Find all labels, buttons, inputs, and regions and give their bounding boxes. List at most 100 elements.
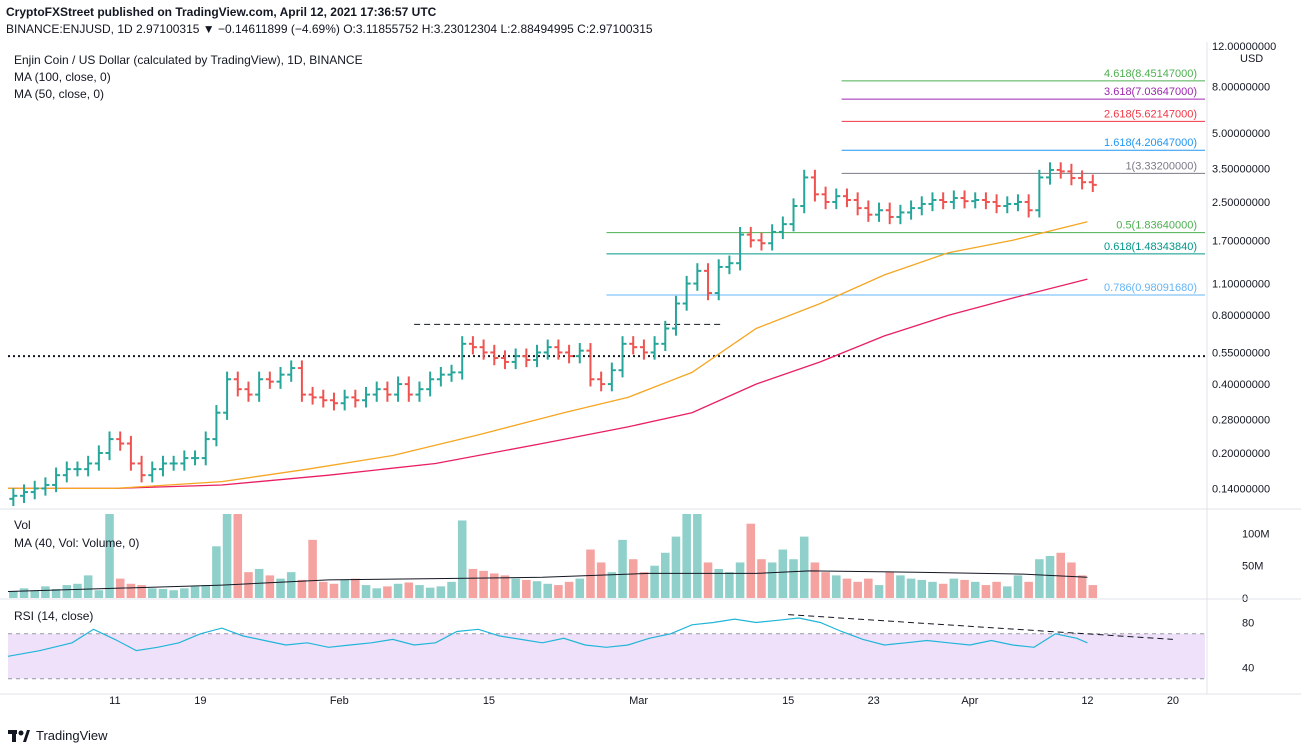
- ohlc-bar: [693, 263, 702, 291]
- volume-bar: [479, 570, 488, 598]
- volume-bar: [286, 572, 296, 598]
- volume-bar: [864, 578, 873, 598]
- ohlc-bar: [20, 484, 29, 504]
- volume-bar: [383, 586, 392, 598]
- ohlc-bar: [319, 389, 328, 408]
- price-tick-label: 5.00000000: [1212, 128, 1270, 140]
- volume-bar: [650, 565, 659, 598]
- vol-legend[interactable]: Vol: [14, 518, 31, 532]
- ohlc-bar: [671, 295, 680, 336]
- ohlc-bar: [1035, 169, 1044, 218]
- ma100-legend[interactable]: MA (100, close, 0): [14, 70, 111, 84]
- rsi-tick-label: 40: [1242, 663, 1254, 675]
- volume-bar: [308, 539, 317, 598]
- tradingview-icon: [8, 729, 30, 742]
- ohlc-bar: [351, 389, 360, 408]
- time-tick-label: 20: [1167, 695, 1179, 707]
- time-tick-label: Feb: [330, 695, 349, 707]
- volume-bar: [607, 572, 617, 598]
- time-tick-label: Apr: [961, 695, 978, 707]
- price-bars: [9, 162, 1097, 507]
- ohlc-bar: [928, 192, 937, 212]
- ohlc-bar: [597, 371, 606, 392]
- ma50-legend[interactable]: MA (50, close, 0): [14, 87, 105, 101]
- volume-bar: [543, 583, 552, 598]
- volume-bar: [222, 514, 232, 598]
- ohlc-bar: [960, 190, 969, 209]
- time-tick-label: Mar: [629, 695, 648, 707]
- volume-bar: [778, 549, 788, 598]
- volume-bar: [212, 546, 221, 598]
- ohlc-bar: [917, 196, 926, 216]
- volume-bar: [468, 568, 478, 598]
- ohlc-bar: [255, 371, 264, 402]
- volume-bar: [1056, 552, 1065, 598]
- ohlc-bar: [757, 232, 766, 251]
- time-tick-label: 19: [194, 695, 206, 707]
- volume-bar: [661, 552, 670, 598]
- volume-bar: [885, 572, 894, 598]
- volume-bar: [415, 585, 424, 598]
- ohlc-bar: [394, 376, 403, 402]
- ohlc-bar: [137, 455, 146, 483]
- ohlc-bar: [223, 371, 232, 420]
- volume-bar: [1003, 586, 1012, 598]
- ohlc-bar: [832, 188, 841, 210]
- volume-bars: [7, 514, 1098, 598]
- volume-bar: [436, 586, 446, 598]
- vol-ma-legend[interactable]: MA (40, Vol: Volume, 0): [14, 536, 140, 550]
- volume-bar: [874, 585, 884, 598]
- volume-bar: [789, 559, 798, 598]
- time-axis[interactable]: 11 19 Feb 15 Mar 15 23 Apr 12 20: [109, 695, 1179, 707]
- ohlc-bar: [800, 169, 809, 214]
- ohlc-bar: [297, 360, 306, 402]
- ohlc-bar: [362, 386, 371, 408]
- volume-bar: [244, 572, 253, 598]
- volume-bar: [693, 514, 702, 598]
- volume-bar: [853, 581, 862, 598]
- rsi-line: [7, 617, 1088, 657]
- ohlc-bar: [308, 386, 317, 405]
- pane-separators: [0, 42, 1301, 695]
- price-tick-label: 0.28000000: [1212, 415, 1270, 427]
- volume-bar: [671, 536, 681, 598]
- price-tick-label: 12.00000000: [1212, 41, 1276, 53]
- ohlc-bar: [725, 255, 734, 275]
- ohlc-bar: [426, 371, 435, 397]
- ohlc-bar: [383, 381, 392, 402]
- tradingview-logo[interactable]: TradingView: [8, 728, 108, 743]
- ohlc-bar: [233, 371, 242, 397]
- price-tick-label: 8.00000000: [1212, 81, 1270, 93]
- volume-bar: [960, 579, 969, 598]
- volume-bar: [628, 559, 638, 598]
- ohlc-bar: [554, 339, 563, 360]
- ohlc-bar: [522, 348, 531, 368]
- volume-bar: [393, 583, 403, 598]
- fib-label: 0.786(0.98091680): [1104, 282, 1197, 294]
- rsi-legend[interactable]: RSI (14, close): [14, 609, 94, 623]
- volume-bar: [522, 579, 531, 598]
- ohlc-bar: [1046, 162, 1055, 185]
- volume-bar: [682, 514, 691, 598]
- ohlc-bar: [116, 431, 125, 451]
- volume-bar: [799, 536, 809, 598]
- ohlc-bar: [1013, 194, 1022, 212]
- ohlc-bar: [939, 192, 948, 210]
- ohlc-bar: [287, 360, 296, 382]
- fib-label: 2.618(5.62147000): [1104, 108, 1197, 120]
- volume-bar: [41, 586, 50, 598]
- ohlc-bar: [875, 202, 884, 222]
- ohlc-bar: [1088, 174, 1097, 193]
- ohlc-bar: [511, 348, 520, 370]
- volume-bar: [276, 578, 285, 598]
- ohlc-bar: [41, 477, 50, 496]
- price-axis[interactable]: 12.00000000 8.00000000 5.00000000 3.5000000…: [1212, 41, 1276, 674]
- ohlc-bar: [682, 275, 691, 311]
- symbol-text: BINANCE:ENJUSD, 1D: [6, 22, 133, 36]
- volume-bar: [372, 588, 381, 598]
- volume-bar: [1024, 581, 1033, 598]
- volume-bar: [1088, 585, 1098, 598]
- ohlc-bar: [30, 480, 39, 500]
- ohlc-bar: [105, 431, 114, 461]
